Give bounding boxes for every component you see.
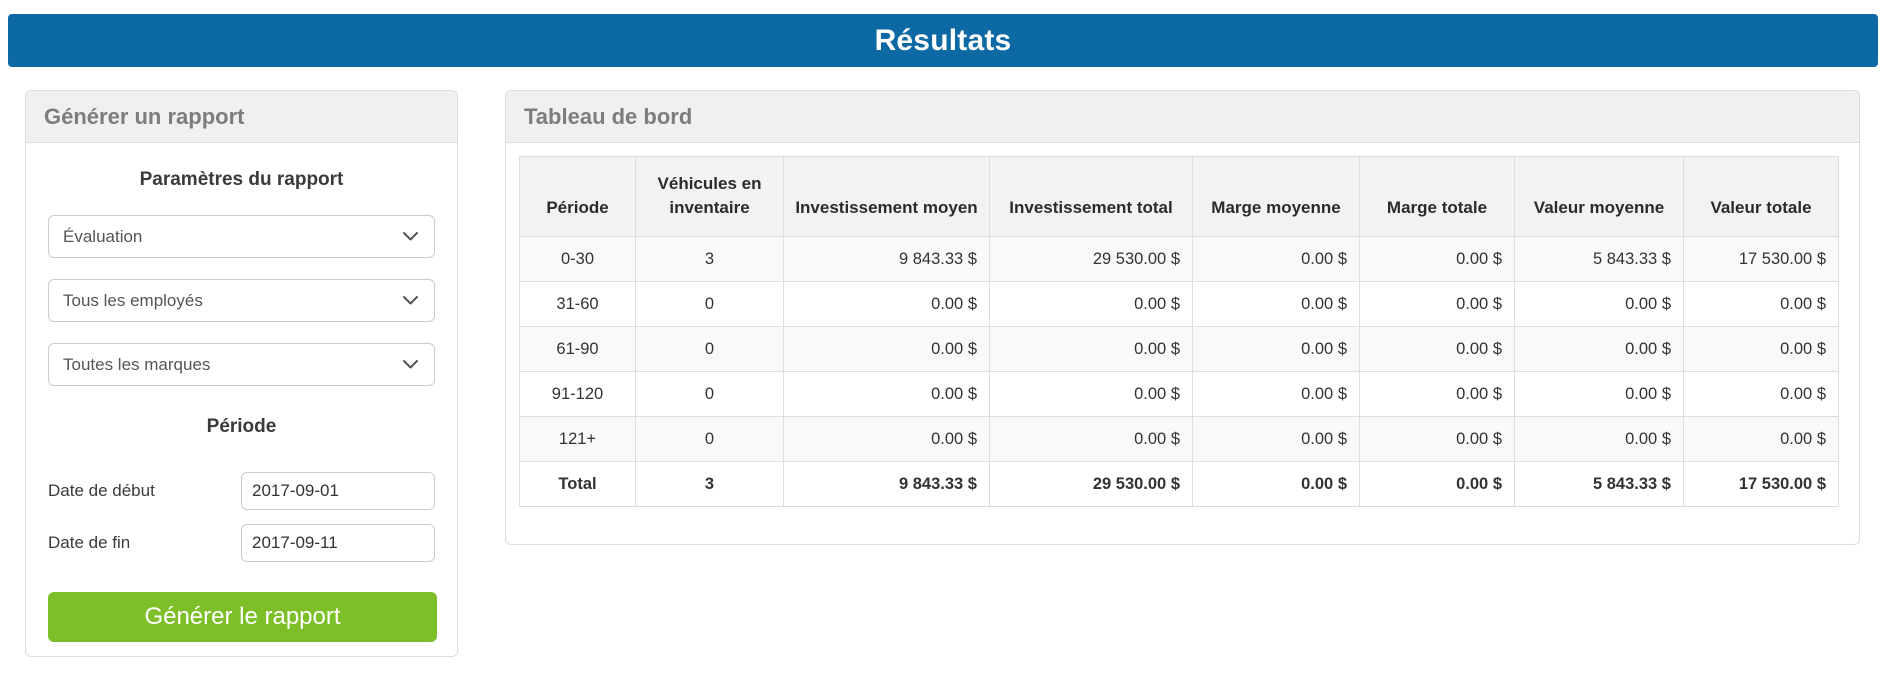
column-header-marge-totale: Marge totale bbox=[1359, 156, 1515, 237]
table-cell: 0.00 $ bbox=[1359, 461, 1515, 507]
table-row: 31-60 0 0.00 $ 0.00 $ 0.00 $ 0.00 $ 0.00… bbox=[519, 281, 1839, 327]
page-title: Résultats bbox=[874, 23, 1012, 57]
column-header-valeur-totale: Valeur totale bbox=[1683, 156, 1839, 237]
column-header-valeur-moyenne: Valeur moyenne bbox=[1514, 156, 1684, 237]
table-cell: 0.00 $ bbox=[1192, 416, 1360, 462]
table-cell: 0.00 $ bbox=[989, 326, 1193, 372]
table-cell: 9 843.33 $ bbox=[783, 461, 990, 507]
table-cell: 61-90 bbox=[519, 326, 636, 372]
start-date-row: Date de début bbox=[48, 472, 435, 510]
table-cell: 121+ bbox=[519, 416, 636, 462]
report-type-select-value: Évaluation bbox=[63, 226, 143, 246]
table-cell: 0.00 $ bbox=[1683, 281, 1839, 327]
params-heading: Paramètres du rapport bbox=[139, 169, 344, 190]
table-cell: 0.00 $ bbox=[1683, 416, 1839, 462]
table-cell: 0.00 $ bbox=[1359, 326, 1515, 372]
table-cell: 0 bbox=[635, 371, 784, 417]
period-heading: Période bbox=[206, 416, 277, 437]
table-cell: 0.00 $ bbox=[1514, 416, 1684, 462]
table-cell: 0.00 $ bbox=[1192, 461, 1360, 507]
page-header-bar: Résultats bbox=[8, 14, 1878, 67]
table-cell: 3 bbox=[635, 461, 784, 507]
table-row: 91-120 0 0.00 $ 0.00 $ 0.00 $ 0.00 $ 0.0… bbox=[519, 371, 1839, 417]
chevron-down-icon bbox=[403, 360, 418, 369]
table-cell: 29 530.00 $ bbox=[989, 236, 1193, 282]
dashboard-panel-header: Tableau de bord bbox=[506, 91, 1859, 143]
table-cell: 0.00 $ bbox=[783, 281, 990, 327]
table-cell: 0-30 bbox=[519, 236, 636, 282]
table-cell: Total bbox=[519, 461, 636, 507]
table-cell: 0.00 $ bbox=[1359, 371, 1515, 417]
table-cell: 0.00 $ bbox=[1514, 326, 1684, 372]
table-cell: 0.00 $ bbox=[1192, 281, 1360, 327]
table-cell: 0.00 $ bbox=[1192, 236, 1360, 282]
report-generator-panel: Générer un rapport Paramètres du rapport… bbox=[25, 90, 458, 657]
table-header-row: Période Véhicules en inventaire Investis… bbox=[519, 156, 1839, 237]
table-cell: 0.00 $ bbox=[1683, 326, 1839, 372]
brands-select[interactable]: Toutes les marques bbox=[48, 343, 435, 386]
chevron-down-icon bbox=[403, 296, 418, 305]
column-header-marge-moyenne: Marge moyenne bbox=[1192, 156, 1360, 237]
table-row: 0-30 3 9 843.33 $ 29 530.00 $ 0.00 $ 0.0… bbox=[519, 236, 1839, 282]
table-cell: 0.00 $ bbox=[783, 326, 990, 372]
table-cell: 0 bbox=[635, 326, 784, 372]
dashboard-body: Période Véhicules en inventaire Investis… bbox=[506, 143, 1859, 520]
table-cell: 0.00 $ bbox=[989, 416, 1193, 462]
table-cell: 0.00 $ bbox=[989, 371, 1193, 417]
column-header-investissement-moyen: Investissement moyen bbox=[783, 156, 990, 237]
end-date-input[interactable] bbox=[241, 524, 435, 562]
report-panel-header: Générer un rapport bbox=[26, 91, 457, 143]
employees-select[interactable]: Tous les employés bbox=[48, 279, 435, 322]
table-row: 121+ 0 0.00 $ 0.00 $ 0.00 $ 0.00 $ 0.00 … bbox=[519, 416, 1839, 462]
report-form: Paramètres du rapport Évaluation Tous le… bbox=[26, 143, 457, 642]
end-date-label: Date de fin bbox=[48, 533, 131, 552]
table-cell: 91-120 bbox=[519, 371, 636, 417]
table-cell: 17 530.00 $ bbox=[1683, 236, 1839, 282]
report-panel-title: Générer un rapport bbox=[44, 103, 245, 129]
table-cell: 0 bbox=[635, 416, 784, 462]
column-header-investissement-total: Investissement total bbox=[989, 156, 1193, 237]
table-cell: 0.00 $ bbox=[1192, 371, 1360, 417]
table-cell: 9 843.33 $ bbox=[783, 236, 990, 282]
table-cell: 5 843.33 $ bbox=[1514, 236, 1684, 282]
table-cell: 0.00 $ bbox=[783, 371, 990, 417]
table-cell: 0.00 $ bbox=[1514, 281, 1684, 327]
brands-select-value: Toutes les marques bbox=[63, 354, 211, 374]
table-cell: 3 bbox=[635, 236, 784, 282]
dashboard-panel: Tableau de bord Période Véhicules en inv… bbox=[505, 90, 1860, 545]
table-cell: 0 bbox=[635, 281, 784, 327]
column-header-periode: Période bbox=[519, 156, 636, 237]
table-cell: 17 530.00 $ bbox=[1683, 461, 1839, 507]
report-type-select[interactable]: Évaluation bbox=[48, 215, 435, 258]
chevron-down-icon bbox=[403, 232, 418, 241]
start-date-label: Date de début bbox=[48, 481, 155, 500]
table-cell: 0.00 $ bbox=[1359, 236, 1515, 282]
table-cell: 0.00 $ bbox=[1192, 326, 1360, 372]
table-cell: 31-60 bbox=[519, 281, 636, 327]
dashboard-table: Période Véhicules en inventaire Investis… bbox=[519, 156, 1839, 507]
table-row: 61-90 0 0.00 $ 0.00 $ 0.00 $ 0.00 $ 0.00… bbox=[519, 326, 1839, 372]
table-cell: 0.00 $ bbox=[783, 416, 990, 462]
employees-select-value: Tous les employés bbox=[63, 290, 203, 310]
table-cell: 0.00 $ bbox=[1683, 371, 1839, 417]
table-cell: 0.00 $ bbox=[1359, 416, 1515, 462]
table-cell: 0.00 $ bbox=[1514, 371, 1684, 417]
table-total-row: Total 3 9 843.33 $ 29 530.00 $ 0.00 $ 0.… bbox=[519, 461, 1839, 507]
table-cell: 29 530.00 $ bbox=[989, 461, 1193, 507]
end-date-row: Date de fin bbox=[48, 524, 435, 562]
start-date-input[interactable] bbox=[241, 472, 435, 510]
table-cell: 0.00 $ bbox=[1359, 281, 1515, 327]
column-header-vehicules: Véhicules en inventaire bbox=[635, 156, 784, 237]
dashboard-panel-title: Tableau de bord bbox=[524, 103, 693, 129]
table-cell: 0.00 $ bbox=[989, 281, 1193, 327]
generate-report-button[interactable]: Générer le rapport bbox=[48, 592, 437, 642]
table-cell: 5 843.33 $ bbox=[1514, 461, 1684, 507]
